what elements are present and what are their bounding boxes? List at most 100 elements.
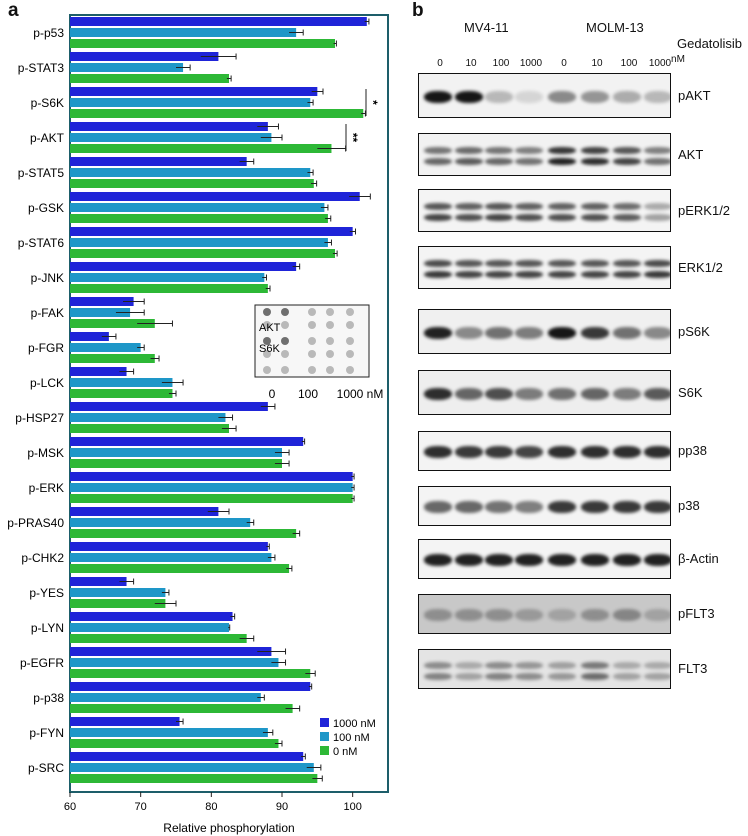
error-bar bbox=[306, 764, 322, 771]
bar-p-SRC-100nM bbox=[70, 763, 314, 772]
bar-p-GSK-0nM bbox=[70, 214, 328, 223]
bar-p-p38-0nM bbox=[70, 704, 293, 713]
band bbox=[644, 90, 670, 103]
error-bar bbox=[161, 589, 170, 596]
error-bar bbox=[150, 355, 160, 362]
band bbox=[644, 147, 670, 154]
band bbox=[455, 661, 483, 669]
error-bar bbox=[265, 285, 271, 292]
band bbox=[455, 387, 483, 400]
cell-line-label-molm-13: MOLM-13 bbox=[586, 20, 644, 35]
error-bar bbox=[221, 425, 237, 432]
bar-p-p38-100nM bbox=[70, 693, 261, 702]
band bbox=[548, 203, 576, 210]
error-bar bbox=[101, 333, 117, 340]
band bbox=[424, 214, 452, 221]
bar-p-STAT3-100nM bbox=[70, 63, 184, 72]
x-axis: 60 70 80 90 100 bbox=[64, 792, 362, 813]
band bbox=[485, 260, 513, 267]
bar-p-EGFR-100nM bbox=[70, 658, 279, 667]
band bbox=[613, 260, 641, 267]
band bbox=[515, 672, 543, 680]
error-bar bbox=[332, 250, 338, 257]
blot-label: pERK1/2 bbox=[678, 202, 731, 218]
bar-p-STAT5-0nM bbox=[70, 179, 314, 188]
bar-p-p53-100nM bbox=[70, 28, 297, 37]
band bbox=[613, 271, 641, 278]
blot-label: S6K bbox=[678, 384, 703, 400]
band bbox=[424, 271, 452, 278]
error-bar bbox=[119, 368, 135, 375]
error-bar bbox=[308, 683, 313, 690]
bar-p-LCK-1000nM bbox=[70, 367, 127, 376]
panel-a-letter: a bbox=[8, 0, 19, 21]
band bbox=[515, 446, 543, 458]
inset-dot bbox=[281, 308, 289, 316]
bar-p-HSP27-100nM bbox=[70, 413, 226, 422]
band bbox=[613, 387, 641, 400]
bar-p-YES-0nM bbox=[70, 599, 166, 608]
band bbox=[455, 554, 483, 566]
band bbox=[581, 554, 609, 566]
blot-label: p38 bbox=[678, 498, 700, 513]
band bbox=[581, 158, 609, 165]
error-bar bbox=[320, 204, 329, 211]
band bbox=[613, 446, 641, 458]
bar-p-STAT5-1000nM bbox=[70, 157, 247, 166]
legend-swatch bbox=[320, 732, 329, 741]
band bbox=[581, 326, 609, 339]
drug-label: Gedatolisib bbox=[677, 36, 743, 51]
bar-p-PRAS40-1000nM bbox=[70, 507, 219, 516]
error-bar bbox=[271, 659, 287, 666]
band bbox=[424, 609, 452, 621]
inset-x-label: 0 bbox=[269, 387, 276, 401]
bar-p-LYN-0nM bbox=[70, 634, 247, 643]
legend-swatch bbox=[320, 746, 329, 755]
band bbox=[485, 554, 513, 566]
band bbox=[581, 260, 609, 267]
bar-p-JNK-100nM bbox=[70, 273, 265, 282]
band bbox=[485, 203, 513, 210]
error-bar bbox=[207, 508, 230, 515]
band bbox=[613, 147, 641, 154]
bar-p-YES-100nM bbox=[70, 588, 166, 597]
band bbox=[515, 271, 543, 278]
error-bar bbox=[307, 169, 314, 176]
error-bar bbox=[154, 600, 177, 607]
band bbox=[485, 90, 513, 103]
category-label: p-S6K bbox=[31, 96, 64, 110]
band bbox=[485, 158, 513, 165]
bar-p-SRC-0nM bbox=[70, 774, 318, 783]
bar-p-GSK-1000nM bbox=[70, 192, 360, 201]
inset-dot bbox=[326, 350, 334, 358]
error-bar bbox=[226, 75, 232, 82]
band bbox=[548, 271, 576, 278]
bar-p-ERK-1000nM bbox=[70, 472, 353, 481]
band bbox=[485, 609, 513, 621]
bar-p-S6K-0nM bbox=[70, 109, 364, 118]
error-bar bbox=[351, 473, 355, 480]
bar-p-EGFR-0nM bbox=[70, 669, 311, 678]
inset-dot bbox=[308, 337, 316, 345]
band bbox=[548, 672, 576, 680]
band bbox=[485, 147, 513, 154]
error-bar bbox=[123, 298, 145, 305]
x-axis-label: Relative phosphorylation bbox=[163, 821, 294, 835]
error-bar bbox=[260, 403, 276, 410]
inset-x-label: 1000 nM bbox=[337, 387, 384, 401]
concentration-label: 100 bbox=[620, 58, 638, 69]
significance-markers: *** bbox=[345, 89, 380, 151]
category-label: p-STAT5 bbox=[18, 166, 65, 180]
band bbox=[424, 326, 452, 339]
band bbox=[644, 501, 670, 513]
blot-pp38 bbox=[418, 431, 671, 471]
band bbox=[455, 609, 483, 621]
bar-p-STAT6-1000nM bbox=[70, 227, 353, 236]
blot-label: pAKT bbox=[678, 87, 711, 103]
bar-p-FYN-1000nM bbox=[70, 717, 180, 726]
inset-dot bbox=[308, 366, 316, 374]
error-bar bbox=[274, 449, 290, 456]
bar-p-JNK-0nM bbox=[70, 284, 268, 293]
error-bar bbox=[239, 635, 255, 642]
error-bar bbox=[312, 775, 323, 782]
